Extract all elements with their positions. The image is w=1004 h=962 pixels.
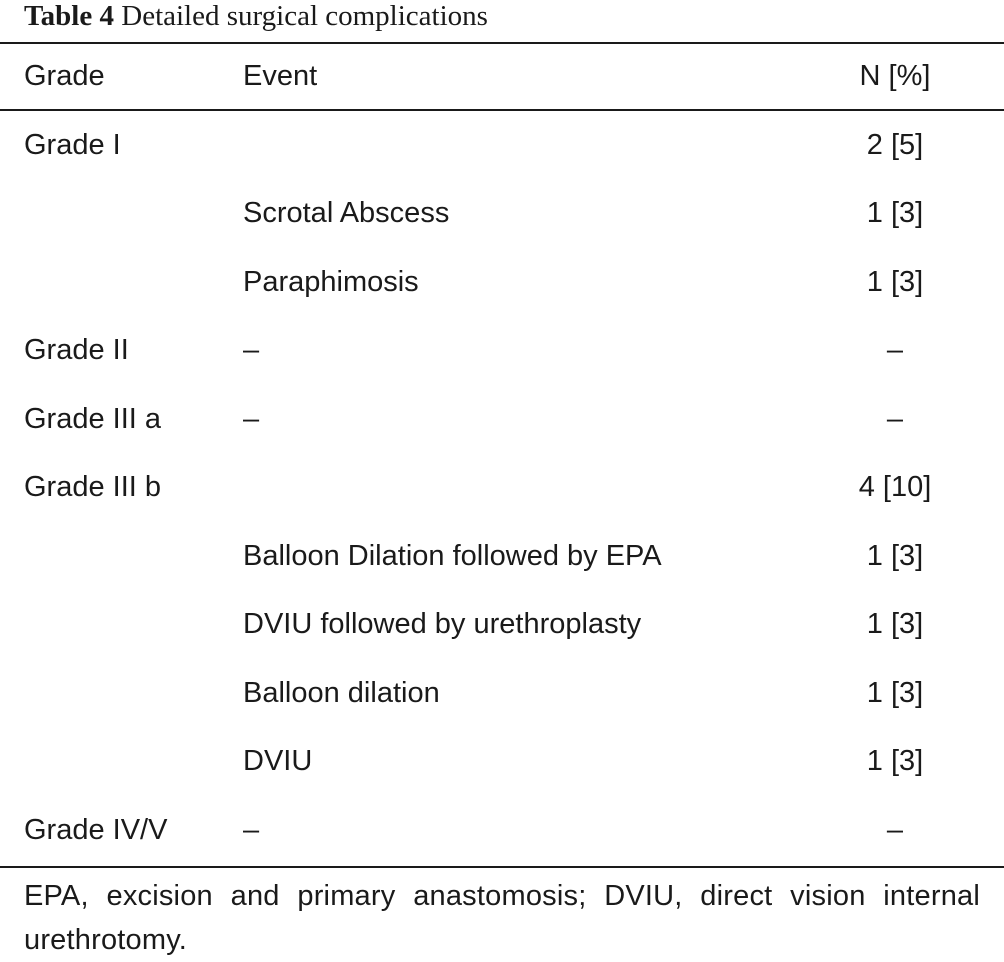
cell-n: 1 [3] bbox=[866, 197, 924, 230]
table-caption: Table 4 Detailed surgical complications bbox=[24, 0, 488, 34]
table-row: DVIU followed by urethroplasty 1 [3] bbox=[0, 591, 1004, 660]
cell-event: – bbox=[243, 813, 260, 846]
cell-grade: Grade III a bbox=[24, 402, 162, 435]
header-n-percent: N [%] bbox=[859, 60, 931, 92]
cell-grade bbox=[24, 522, 234, 591]
table-row: Grade III a – – bbox=[0, 385, 1004, 454]
header-event: Event bbox=[243, 60, 318, 92]
cell-n: 1 [3] bbox=[866, 539, 924, 572]
table-row: Scrotal Abscess 1 [3] bbox=[0, 180, 1004, 249]
cell-event bbox=[243, 111, 803, 180]
cell-grade: Grade II bbox=[24, 334, 129, 367]
table-header-row: Grade Event N [%] bbox=[0, 44, 1004, 109]
cell-grade bbox=[24, 248, 234, 317]
cell-grade: Grade III b bbox=[24, 471, 162, 504]
cell-n: 2 [5] bbox=[866, 128, 924, 161]
cell-n: – bbox=[886, 813, 904, 846]
cell-n: 1 [3] bbox=[866, 676, 924, 709]
table-row: Grade IV/V – – bbox=[0, 796, 1004, 865]
cell-event: DVIU bbox=[243, 745, 313, 778]
cell-n: 1 [3] bbox=[866, 265, 924, 298]
cell-n: – bbox=[886, 402, 904, 435]
cell-event: – bbox=[243, 402, 260, 435]
cell-event bbox=[243, 454, 803, 523]
header-grade: Grade bbox=[24, 60, 105, 92]
cell-grade bbox=[24, 180, 234, 249]
cell-grade bbox=[24, 728, 234, 797]
table-body: Grade I 2 [5] Scrotal Abscess 1 [3] Para… bbox=[0, 111, 1004, 865]
table-row: Balloon Dilation followed by EPA 1 [3] bbox=[0, 522, 1004, 591]
table-row: Grade I 2 [5] bbox=[0, 111, 1004, 180]
table-row: Paraphimosis 1 [3] bbox=[0, 248, 1004, 317]
table-row: Balloon dilation 1 [3] bbox=[0, 659, 1004, 728]
cell-n: 4 [10] bbox=[858, 471, 932, 504]
table-title: Detailed surgical complications bbox=[121, 0, 488, 32]
bottom-rule bbox=[0, 866, 1004, 868]
cell-n: 1 [3] bbox=[866, 745, 924, 778]
cell-event: – bbox=[243, 334, 260, 367]
cell-event: DVIU followed by urethroplasty bbox=[243, 608, 642, 641]
table-row: Grade II – – bbox=[0, 317, 1004, 386]
cell-n: 1 [3] bbox=[866, 608, 924, 641]
header-rule bbox=[0, 109, 1004, 111]
complications-table: Grade Event N [%] Grade I 2 [5] Scrotal … bbox=[0, 44, 1004, 846]
table-row: DVIU 1 [3] bbox=[0, 728, 1004, 797]
top-rule bbox=[0, 42, 1004, 44]
cell-grade bbox=[24, 659, 234, 728]
cell-event: Scrotal Abscess bbox=[243, 197, 450, 230]
cell-grade bbox=[24, 591, 234, 660]
cell-n: – bbox=[886, 334, 904, 367]
cell-event: Balloon Dilation followed by EPA bbox=[243, 539, 662, 572]
table-row: Grade III b 4 [10] bbox=[0, 454, 1004, 523]
table-footnote: EPA, excision and primary anastomosis; D… bbox=[24, 880, 980, 956]
cell-grade: Grade IV/V bbox=[24, 813, 168, 846]
cell-grade: Grade I bbox=[24, 128, 121, 161]
cell-event: Balloon dilation bbox=[243, 676, 440, 709]
cell-event: Paraphimosis bbox=[243, 265, 419, 298]
table-number: Table 4 bbox=[24, 0, 114, 32]
